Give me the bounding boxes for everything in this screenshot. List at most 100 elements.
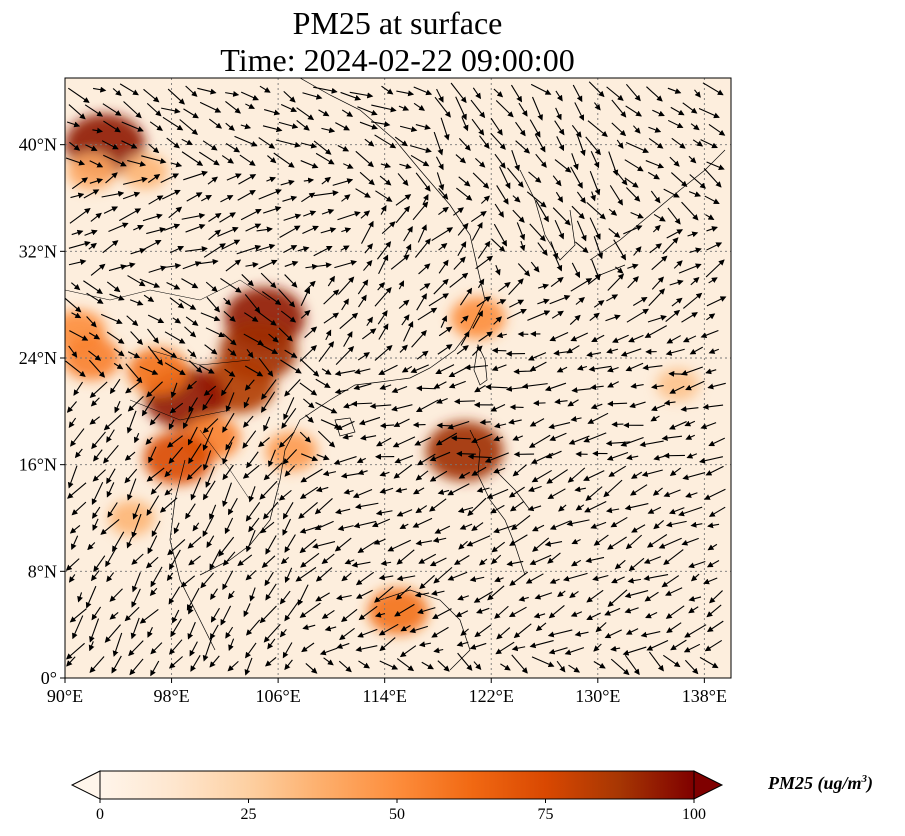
wind-arrow bbox=[68, 240, 91, 249]
wind-arrow bbox=[127, 395, 144, 412]
wind-arrow bbox=[626, 187, 641, 202]
wind-arrow bbox=[119, 208, 142, 222]
wind-arrow bbox=[188, 555, 201, 566]
wind-arrow bbox=[168, 419, 175, 430]
wind-arrow bbox=[374, 287, 392, 307]
wind-arrow bbox=[168, 206, 183, 219]
wind-arrow bbox=[455, 154, 467, 164]
wind-arrow bbox=[678, 506, 703, 517]
wind-arrow bbox=[512, 195, 521, 203]
wind-arrow bbox=[103, 154, 127, 167]
wind-arrow bbox=[282, 195, 298, 202]
wind-arrow bbox=[258, 437, 270, 448]
wind-arrow bbox=[335, 508, 351, 515]
wind-arrow bbox=[686, 452, 698, 459]
wind-arrow bbox=[608, 151, 619, 177]
wind-arrow bbox=[392, 436, 416, 448]
wind-arrow bbox=[476, 296, 492, 307]
wind-arrow bbox=[106, 331, 125, 344]
wind-arrow bbox=[627, 577, 642, 584]
wind-arrow bbox=[278, 121, 299, 129]
wind-arrow bbox=[648, 137, 664, 149]
wind-arrow bbox=[668, 421, 687, 430]
lat-tick-label: 0° bbox=[41, 668, 57, 688]
wind-arrow bbox=[357, 352, 370, 361]
wind-arrow bbox=[625, 141, 650, 153]
wind-arrow bbox=[131, 588, 141, 608]
wind-arrow bbox=[239, 154, 256, 166]
wind-arrow bbox=[131, 513, 142, 539]
wind-arrow bbox=[457, 506, 474, 514]
wind-arrow bbox=[680, 406, 699, 413]
wind-arrow bbox=[682, 335, 697, 343]
wind-arrow bbox=[206, 296, 221, 313]
wind-arrow bbox=[73, 381, 84, 396]
wind-arrow bbox=[204, 344, 218, 355]
wind-arrow bbox=[643, 556, 662, 564]
wind-arrow bbox=[478, 558, 488, 566]
wind-arrow bbox=[431, 590, 445, 596]
wind-arrow bbox=[313, 245, 333, 257]
wind-arrow bbox=[113, 362, 124, 370]
wind-arrow bbox=[642, 364, 663, 371]
wind-arrow bbox=[663, 489, 681, 498]
wind-arrow bbox=[394, 136, 408, 147]
wind-arrow bbox=[86, 316, 97, 328]
wind-arrow bbox=[147, 535, 158, 555]
wind-arrow bbox=[103, 444, 119, 464]
wind-arrow bbox=[494, 605, 509, 619]
wind-arrow bbox=[433, 647, 444, 654]
wind-arrow bbox=[703, 577, 718, 585]
wind-arrow bbox=[147, 174, 161, 183]
wind-arrow bbox=[564, 647, 585, 656]
wind-arrow bbox=[315, 378, 331, 389]
wind-arrow bbox=[611, 576, 625, 584]
wind-arrow bbox=[145, 437, 153, 445]
wind-arrow bbox=[299, 538, 317, 554]
wind-arrow bbox=[202, 636, 213, 662]
wind-arrow bbox=[662, 654, 681, 668]
wind-arrow bbox=[222, 333, 237, 346]
wind-arrow bbox=[473, 590, 494, 603]
wind-arrow bbox=[630, 382, 644, 389]
wind-arrow bbox=[479, 135, 490, 149]
wind-arrow bbox=[83, 280, 103, 295]
wind-arrow bbox=[457, 222, 469, 236]
wind-arrow bbox=[92, 127, 104, 134]
wind-arrow bbox=[530, 261, 540, 273]
wind-arrow bbox=[300, 552, 320, 568]
wind-arrow bbox=[575, 297, 585, 305]
wind-arrow bbox=[202, 394, 214, 411]
wind-arrow bbox=[70, 192, 85, 199]
wind-arrow bbox=[669, 279, 684, 286]
wind-arrow bbox=[593, 643, 602, 652]
wind-arrow bbox=[314, 498, 333, 515]
wind-arrow bbox=[556, 366, 568, 373]
wind-arrow bbox=[283, 245, 298, 253]
wind-arrow bbox=[708, 348, 720, 354]
wind-arrow bbox=[303, 177, 315, 184]
wind-arrow bbox=[358, 660, 370, 669]
wind-arrow bbox=[121, 140, 138, 149]
wind-arrow bbox=[106, 482, 115, 498]
lon-tick-label: 98°E bbox=[153, 686, 189, 706]
wind-arrow bbox=[625, 628, 639, 635]
wind-arrow bbox=[633, 246, 642, 256]
pm25-hotspot-12 bbox=[265, 431, 318, 472]
wind-arrow bbox=[65, 157, 86, 166]
wind-arrow bbox=[475, 157, 486, 168]
wind-arrow bbox=[401, 365, 413, 373]
wind-arrow bbox=[337, 276, 355, 295]
wind-arrow bbox=[248, 486, 256, 503]
wind-arrow bbox=[610, 516, 628, 528]
wind-arrow bbox=[77, 592, 83, 603]
wind-arrow bbox=[341, 194, 351, 202]
wind-arrow bbox=[585, 486, 603, 501]
wind-arrow bbox=[323, 289, 340, 305]
wind-arrow bbox=[199, 101, 222, 113]
wind-arrow bbox=[653, 520, 665, 530]
wind-arrow bbox=[66, 401, 77, 413]
wind-arrow bbox=[626, 308, 650, 323]
wind-arrow bbox=[128, 640, 144, 657]
wind-arrow bbox=[217, 226, 239, 237]
